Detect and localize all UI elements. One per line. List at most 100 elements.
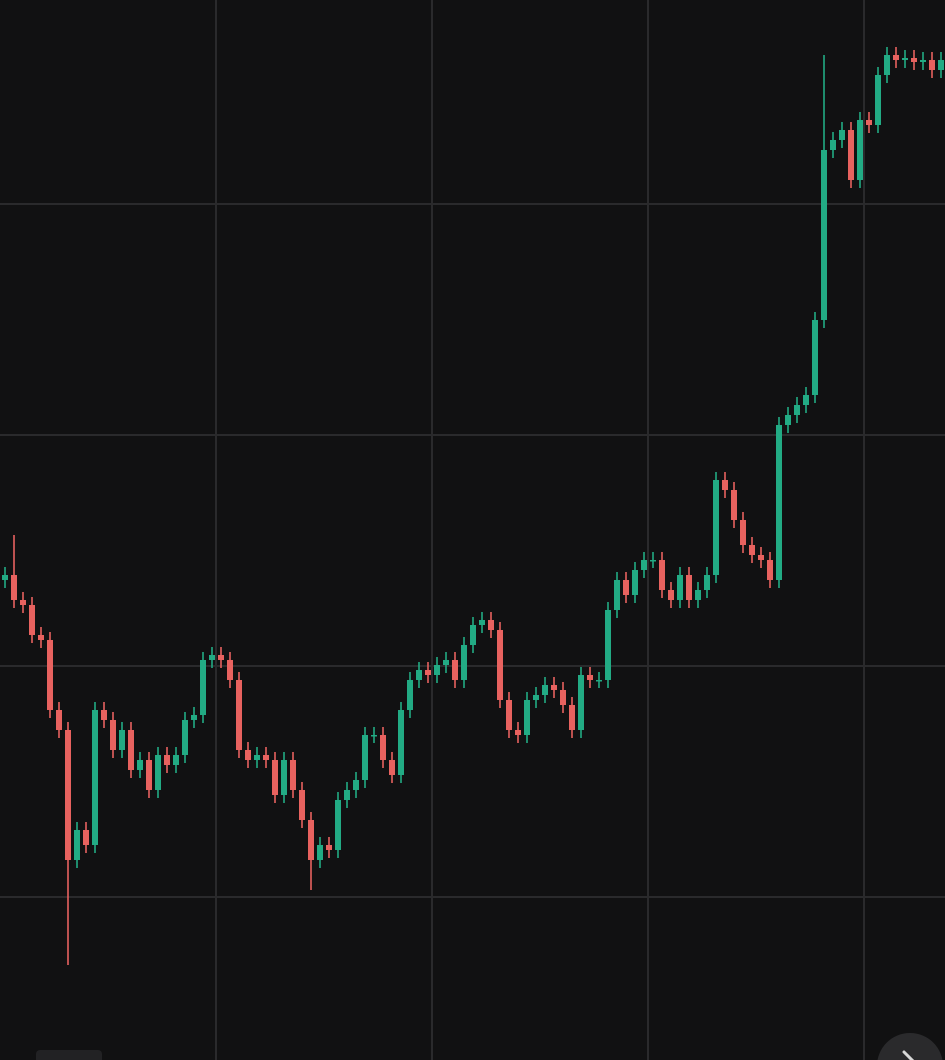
candle-body (29, 605, 35, 635)
candle-body (164, 755, 170, 765)
candle-body (353, 780, 359, 790)
candle-body (830, 140, 836, 150)
candle-body (362, 735, 368, 780)
candle-body (317, 845, 323, 860)
candle-body (254, 755, 260, 760)
candle-body (281, 760, 287, 795)
candle-body (632, 570, 638, 595)
candle-body (74, 830, 80, 860)
candle-body (560, 690, 566, 705)
candle-body (893, 55, 899, 60)
candle-body (335, 800, 341, 850)
candle-body (290, 760, 296, 790)
candle-body (857, 120, 863, 180)
candle-body (515, 730, 521, 735)
scroll-button-bg[interactable] (877, 1033, 943, 1060)
candle-body (407, 680, 413, 710)
candles (2, 47, 944, 965)
candle-body (839, 130, 845, 140)
candle-body (416, 670, 422, 680)
candle-body (659, 560, 665, 590)
candle-body (821, 150, 827, 320)
candle-body (506, 700, 512, 730)
candle-body (650, 560, 656, 562)
candle-body (128, 730, 134, 770)
candle-body (641, 560, 647, 570)
candle-body (938, 60, 944, 70)
candle-body (155, 755, 161, 790)
candle-body (173, 755, 179, 765)
candle-body (758, 555, 764, 560)
candle-body (749, 545, 755, 555)
candle-body (740, 520, 746, 545)
candle-body (677, 575, 683, 600)
candle-body (902, 58, 908, 60)
candle-body (920, 60, 926, 62)
candle-body (623, 580, 629, 595)
candle-body (425, 670, 431, 675)
candle-body (110, 720, 116, 750)
candle-body (443, 660, 449, 665)
candle-body (272, 760, 278, 795)
candle-body (875, 75, 881, 125)
candle-body (587, 675, 593, 680)
candle-body (866, 120, 872, 125)
candle-body (722, 480, 728, 490)
candle-body (578, 675, 584, 730)
candle-body (263, 755, 269, 760)
candle-body (92, 710, 98, 845)
candle-body (551, 685, 557, 690)
candle-body (56, 710, 62, 730)
candle-body (767, 560, 773, 580)
candle-body (452, 660, 458, 680)
candle-body (524, 700, 530, 735)
candle-body (38, 635, 44, 640)
candle-body (686, 575, 692, 600)
candle-body (326, 845, 332, 850)
candle-body (209, 655, 215, 660)
candle-body (20, 600, 26, 605)
candle-body (398, 710, 404, 775)
candle-body (47, 640, 53, 710)
candle-body (479, 620, 485, 625)
candle-body (191, 715, 197, 720)
candle-body (461, 645, 467, 680)
candle-body (227, 660, 233, 680)
candle-body (389, 760, 395, 775)
candle-body (713, 480, 719, 575)
candle-body (83, 830, 89, 845)
candle-body (65, 730, 71, 860)
candle-body (137, 760, 143, 770)
candle-body (884, 55, 890, 75)
candle-body (434, 665, 440, 675)
scroll-button[interactable] (877, 1033, 943, 1060)
candle-body (200, 660, 206, 715)
candle-body (803, 395, 809, 405)
candle-body (533, 695, 539, 700)
candle-body (371, 735, 377, 737)
candle-body (569, 705, 575, 730)
candle-body (101, 710, 107, 720)
vertical-grid (215, 0, 865, 1060)
candle-body (182, 720, 188, 755)
candle-body (704, 575, 710, 590)
candle-body (785, 415, 791, 425)
candle-body (776, 425, 782, 580)
candle-body (308, 820, 314, 860)
candle-body (668, 590, 674, 600)
candle-body (794, 405, 800, 415)
candle-body (380, 735, 386, 760)
candle-body (11, 575, 17, 600)
candle-body (596, 680, 602, 682)
candle-body (344, 790, 350, 800)
toolbar-tab[interactable] (36, 1050, 102, 1060)
horizontal-grid (0, 203, 945, 898)
candle-body (497, 630, 503, 700)
candle-body (470, 625, 476, 645)
candle-body (812, 320, 818, 395)
candle-body (614, 580, 620, 610)
candle-body (218, 655, 224, 660)
